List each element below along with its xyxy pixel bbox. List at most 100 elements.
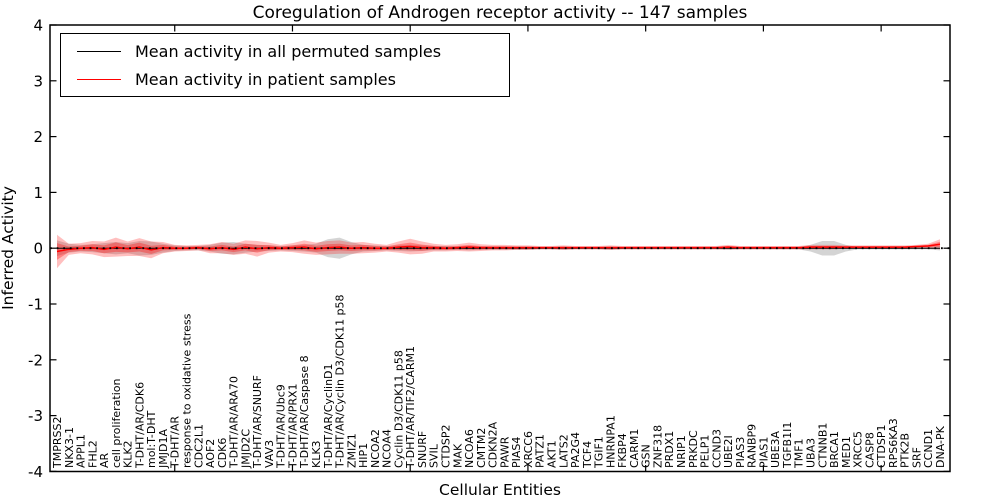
- y-tick-label: 1: [33, 184, 43, 202]
- patient-mean-line: [56, 243, 941, 253]
- entity-label: NCOA2: [369, 429, 382, 468]
- y-tick-label: 3: [33, 72, 43, 90]
- chart-title: Coregulation of Androgen receptor activi…: [253, 3, 748, 23]
- entity-label: CTDSP2: [440, 425, 453, 468]
- entity-label: RANBP9: [746, 424, 759, 468]
- entity-label: SRF: [910, 447, 923, 468]
- entity-label: NCOA4: [381, 429, 394, 468]
- y-tick-label: -2: [28, 351, 43, 369]
- entity-label: T-DHT/AR/Cyclin D3/CDK11 p58: [334, 294, 347, 469]
- y-tick-label: 2: [33, 128, 43, 146]
- entity-label: UBE2I: [722, 435, 735, 468]
- entity-label: T-DHT/AR/SNURF: [251, 375, 264, 469]
- entity-label: NRIP1: [675, 435, 688, 468]
- entity-label: TGIF1: [593, 436, 606, 469]
- entity-label: PIAS4: [510, 437, 523, 468]
- y-tick-label: -3: [28, 407, 43, 425]
- entity-label: T-DHT/AR/CyclinD1: [322, 363, 335, 469]
- entity-label: FHL2: [86, 440, 99, 468]
- entity-label: T-DHT/AR/CDK6: [133, 382, 146, 469]
- legend-label: Mean activity in all permuted samples: [135, 41, 442, 61]
- entity-label: PRKDC: [687, 430, 700, 468]
- entity-label: mol:T-DHT: [145, 410, 158, 468]
- entity-label: CTNNB1: [816, 423, 829, 468]
- legend-label: Mean activity in patient samples: [135, 69, 396, 89]
- entity-label: NKX3-1: [63, 427, 76, 468]
- entity-label: T-DHT/AR/Ubc9: [275, 384, 288, 469]
- entity-label: MAK: [451, 443, 464, 468]
- entity-label: TMPRSS2: [51, 417, 64, 469]
- entity-label: SNURF: [416, 431, 429, 468]
- entity-label: KLK2: [122, 440, 135, 468]
- entity-label: T-DHT/AR/Caspase 8: [298, 355, 311, 469]
- legend-item-permuted: Mean activity in all permuted samples: [61, 38, 509, 64]
- entity-label: cell proliferation: [110, 378, 123, 468]
- entity-label: NCOA6: [463, 429, 476, 468]
- entity-label: CCND3: [710, 429, 723, 468]
- entity-label: XRCC6: [522, 431, 535, 468]
- entity-label: PATZ1: [534, 434, 547, 468]
- legend-line-black: [77, 50, 121, 52]
- entity-label: FKBP4: [616, 433, 629, 468]
- patient-std-band-inner: [57, 241, 940, 260]
- entity-label: PRDX1: [663, 431, 676, 468]
- entity-label: response to oxidative stress: [181, 313, 194, 468]
- entity-label: TCF4: [581, 441, 594, 469]
- entity-label: HIP1: [357, 443, 370, 468]
- entity-label: XRCC5: [852, 431, 865, 468]
- entity-label: Cyclin D3/CDK11 p58: [392, 350, 405, 468]
- entity-label: UBE3A: [769, 430, 782, 468]
- entity-label: AR: [98, 452, 111, 468]
- entity-label: T-DHT/AR/TIF2/CARM1: [404, 346, 417, 469]
- legend-item-patient: Mean activity in patient samples: [61, 66, 509, 92]
- entity-label: T-DHT/AR/PRX1: [286, 383, 299, 469]
- entity-label: DNA-PK: [934, 425, 947, 468]
- entity-label: SVIL: [428, 443, 441, 468]
- entity-label: CDK6: [216, 438, 229, 468]
- entity-label: T-DHT/AR: [169, 416, 182, 469]
- y-tick-label: 0: [33, 240, 43, 258]
- entity-label: GSN: [640, 444, 653, 468]
- entity-label: ZMIZ1: [345, 433, 358, 468]
- x-axis-label: Cellular Entities: [439, 481, 561, 499]
- legend-line-red: [77, 78, 121, 80]
- entity-label: TMF1: [793, 438, 806, 469]
- entity-label: PA2G4: [569, 432, 582, 468]
- entity-label: PAWR: [498, 436, 511, 468]
- entity-label: UBA3: [804, 438, 817, 468]
- entity-label: CASP8: [863, 432, 876, 468]
- entity-label: PIAS1: [757, 437, 770, 468]
- y-tick-label: -1: [28, 296, 43, 314]
- entity-label: T-DHT/AR/ARA70: [228, 376, 241, 469]
- entity-label: AOF2: [204, 439, 217, 468]
- entity-label: CMTM2: [475, 428, 488, 468]
- patient-std-band-outer: [57, 234, 940, 269]
- entity-label: APPL1: [75, 434, 88, 468]
- entity-label: TGFB1I1: [781, 422, 794, 469]
- entity-label: JMJD1A: [157, 429, 170, 469]
- entity-label: PTK2B: [899, 433, 912, 468]
- y-axis-label: Inferred Activity: [0, 186, 17, 310]
- entity-label: HNRNPA1: [604, 415, 617, 468]
- entity-label: AKT1: [545, 440, 558, 468]
- y-tick-label: 4: [33, 17, 43, 35]
- entity-label: VAV3: [263, 440, 276, 468]
- entity-label: CDC2L1: [192, 424, 205, 468]
- entity-label: CARM1: [628, 429, 641, 468]
- y-tick-label: -4: [28, 463, 43, 481]
- entity-label: JMJD2C: [239, 429, 252, 469]
- entity-label: KLK3: [310, 440, 323, 468]
- entity-label: MED1: [840, 436, 853, 468]
- entity-label: CCND1: [922, 429, 935, 468]
- entity-label: ZNF318: [651, 425, 664, 468]
- entity-label: CTDSP1: [875, 425, 888, 468]
- entity-label: PELP1: [699, 435, 712, 468]
- legend: Mean activity in all permuted samples Me…: [60, 33, 510, 97]
- entity-label: LATS2: [557, 434, 570, 468]
- entity-label: CDKN2A: [487, 421, 500, 468]
- entity-label: RPS6KA3: [887, 418, 900, 468]
- entity-label: PIAS3: [734, 437, 747, 468]
- entity-label: BRCA1: [828, 431, 841, 468]
